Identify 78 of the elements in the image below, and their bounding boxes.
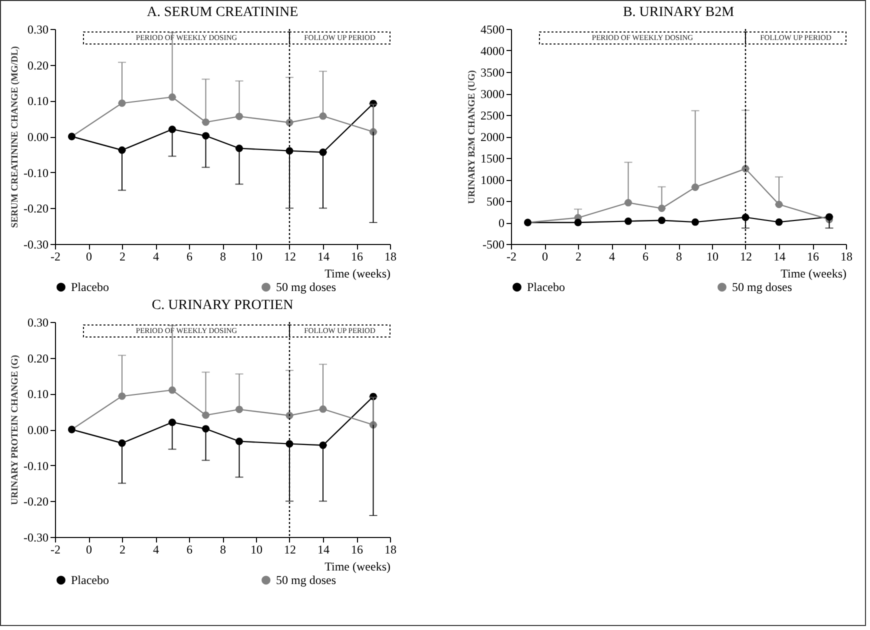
x-tick-label: 12 xyxy=(284,542,296,556)
point xyxy=(574,218,582,226)
x-tick-label: 6 xyxy=(642,250,648,264)
legend-label: Placebo xyxy=(527,280,565,294)
x-tick-label: -2 xyxy=(50,250,60,264)
x-tick-label: 12 xyxy=(284,250,296,264)
x-axis-title: Time (weeks) xyxy=(780,266,846,280)
x-axis-title: Time (weeks) xyxy=(324,266,390,280)
y-tick-label: 0.10 xyxy=(28,94,48,108)
x-tick-label: 2 xyxy=(120,250,126,264)
x-tick-label: 0 xyxy=(86,542,92,556)
chart-title: C. URINARY PROTIEN xyxy=(152,298,294,313)
y-axis-title: URINARY B2M CHANGE (UG) xyxy=(468,70,478,204)
y-tick-label: 2000 xyxy=(480,130,504,144)
x-tick-label: 18 xyxy=(384,542,396,556)
y-tick-label: 1500 xyxy=(480,152,504,166)
y-tick-label: 0.10 xyxy=(28,387,48,402)
y-tick-label: 4000 xyxy=(480,44,504,58)
y-tick-label: -0.20 xyxy=(24,494,48,509)
y-tick-label: 0.00 xyxy=(28,423,48,437)
x-tick-label: -2 xyxy=(506,250,516,264)
legend-label: 50 mg doses xyxy=(276,280,336,294)
y-axis-title: SERUM CREATININE CHANGE (MG/DL) xyxy=(10,46,21,228)
y-tick-label: -0.10 xyxy=(24,458,48,473)
x-tick-label: 6 xyxy=(186,250,192,264)
y-tick-label: 3000 xyxy=(480,87,504,101)
y-tick-label: 500 xyxy=(486,194,504,208)
x-tick-label: 4 xyxy=(609,250,615,264)
y-tick-label: 0 xyxy=(498,216,504,230)
x-tick-label: 10 xyxy=(250,542,262,556)
x-tick-label: 8 xyxy=(220,250,226,264)
legend-label: Placebo xyxy=(71,280,109,294)
y-tick-label: 3500 xyxy=(480,66,504,80)
y-tick-label: -0.10 xyxy=(24,166,48,180)
x-tick-label: 12 xyxy=(740,250,752,264)
y-tick-label: 0.20 xyxy=(28,351,48,366)
y-tick-label: -0.20 xyxy=(24,202,48,216)
x-tick-label: 14 xyxy=(318,250,330,264)
y-tick-label: 1000 xyxy=(480,173,504,187)
x-tick-label: 0 xyxy=(86,250,92,264)
chart-title: A. SERUM CREATININE xyxy=(146,5,298,20)
x-tick-label: 0 xyxy=(542,250,548,264)
point xyxy=(775,218,783,226)
x-tick-label: 18 xyxy=(384,250,396,264)
x-tick-label: 14 xyxy=(318,542,330,556)
x-tick-label: 18 xyxy=(840,250,852,264)
y-tick-label: 0.30 xyxy=(28,22,48,36)
y-tick-label: -500 xyxy=(482,238,504,252)
point xyxy=(658,216,666,224)
y-axis-title: URINARY PROTEIN CHANGE (G) xyxy=(10,355,21,505)
y-tick-label: 0.20 xyxy=(28,58,48,72)
x-tick-label: 14 xyxy=(774,250,786,264)
x-tick-label: -2 xyxy=(50,542,60,556)
x-tick-label: 8 xyxy=(220,542,226,556)
legend-label: 50 mg doses xyxy=(732,280,792,294)
x-tick-label: 16 xyxy=(351,250,363,264)
legend-label: 50 mg doses xyxy=(276,573,336,588)
x-tick-label: 2 xyxy=(576,250,582,264)
x-tick-label: 10 xyxy=(706,250,718,264)
x-tick-label: 16 xyxy=(351,542,363,556)
y-tick-label: 2500 xyxy=(480,108,504,122)
y-tick-label: -0.30 xyxy=(24,530,48,544)
x-tick-label: 16 xyxy=(807,250,819,264)
x-tick-label: 2 xyxy=(120,542,126,556)
x-tick-label: 4 xyxy=(153,250,159,264)
x-tick-label: 6 xyxy=(186,542,192,556)
point xyxy=(624,218,632,225)
chart-title: B. URINARY B2M xyxy=(622,5,735,20)
x-axis-title: Time (weeks) xyxy=(324,560,390,574)
x-tick-label: 10 xyxy=(250,250,262,264)
y-tick-label: 0.00 xyxy=(28,130,48,144)
y-tick-label: 4500 xyxy=(480,22,504,36)
x-tick-label: 4 xyxy=(153,542,159,556)
y-tick-label: 0.30 xyxy=(28,316,48,330)
point xyxy=(692,218,699,226)
legend-label: Placebo xyxy=(71,573,109,588)
x-tick-label: 8 xyxy=(676,250,682,264)
y-tick-label: -0.30 xyxy=(24,238,48,252)
